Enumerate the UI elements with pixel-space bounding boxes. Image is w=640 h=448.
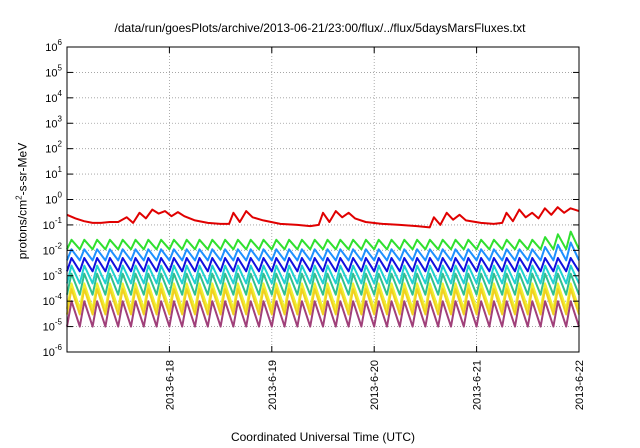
x-tick-label: 2013-6-18 xyxy=(164,360,176,410)
x-axis-label: Coordinated Universal Time (UTC) xyxy=(230,430,416,444)
series-line xyxy=(66,241,580,262)
x-tick-label: 2013-6-20 xyxy=(369,360,381,410)
y-tick-label: 10-6 xyxy=(43,343,63,359)
y-tick-label: 105 xyxy=(45,63,62,79)
series-line xyxy=(66,300,580,328)
series-line xyxy=(66,257,580,273)
y-tick-label: 10-5 xyxy=(43,318,63,334)
x-tick-label: 2013-6-19 xyxy=(267,360,279,410)
y-axis-label-rest: -s-sr-MeV xyxy=(15,142,30,196)
x-tick-label: 2013-6-22 xyxy=(574,360,586,410)
plot-frame xyxy=(66,46,580,353)
series-line xyxy=(66,230,580,251)
y-axis-label-base: protons/cm xyxy=(15,199,30,260)
series-lines xyxy=(66,206,580,328)
series-line xyxy=(66,288,580,316)
y-tick-label: 10-1 xyxy=(43,216,63,232)
tick-labels: 10-6 10-5 10-4 10-3 10-2 10-1 100 101 102 103 104 1… xyxy=(43,38,586,410)
axes-frame xyxy=(66,46,580,353)
y-tick-label: 102 xyxy=(45,140,62,156)
y-tick-label: 10-3 xyxy=(43,267,63,283)
y-tick-label: 100 xyxy=(45,191,62,207)
series-line xyxy=(66,264,580,285)
y-tick-label: 104 xyxy=(45,89,62,105)
y-tick-label: 10-4 xyxy=(43,292,63,308)
series-line xyxy=(66,272,580,296)
y-tick-label: 10-2 xyxy=(43,241,63,257)
series-line xyxy=(66,206,580,229)
y-axis-label-sup: 2 xyxy=(14,195,24,200)
chart-title: /data/run/goesPlots/archive/2013-06-21/2… xyxy=(114,21,526,35)
y-tick-label: 103 xyxy=(45,114,62,130)
y-tick-label: 106 xyxy=(45,38,62,54)
y-tick-label: 101 xyxy=(45,165,62,181)
series-line xyxy=(66,282,580,310)
x-tick-label: 2013-6-21 xyxy=(472,360,484,410)
